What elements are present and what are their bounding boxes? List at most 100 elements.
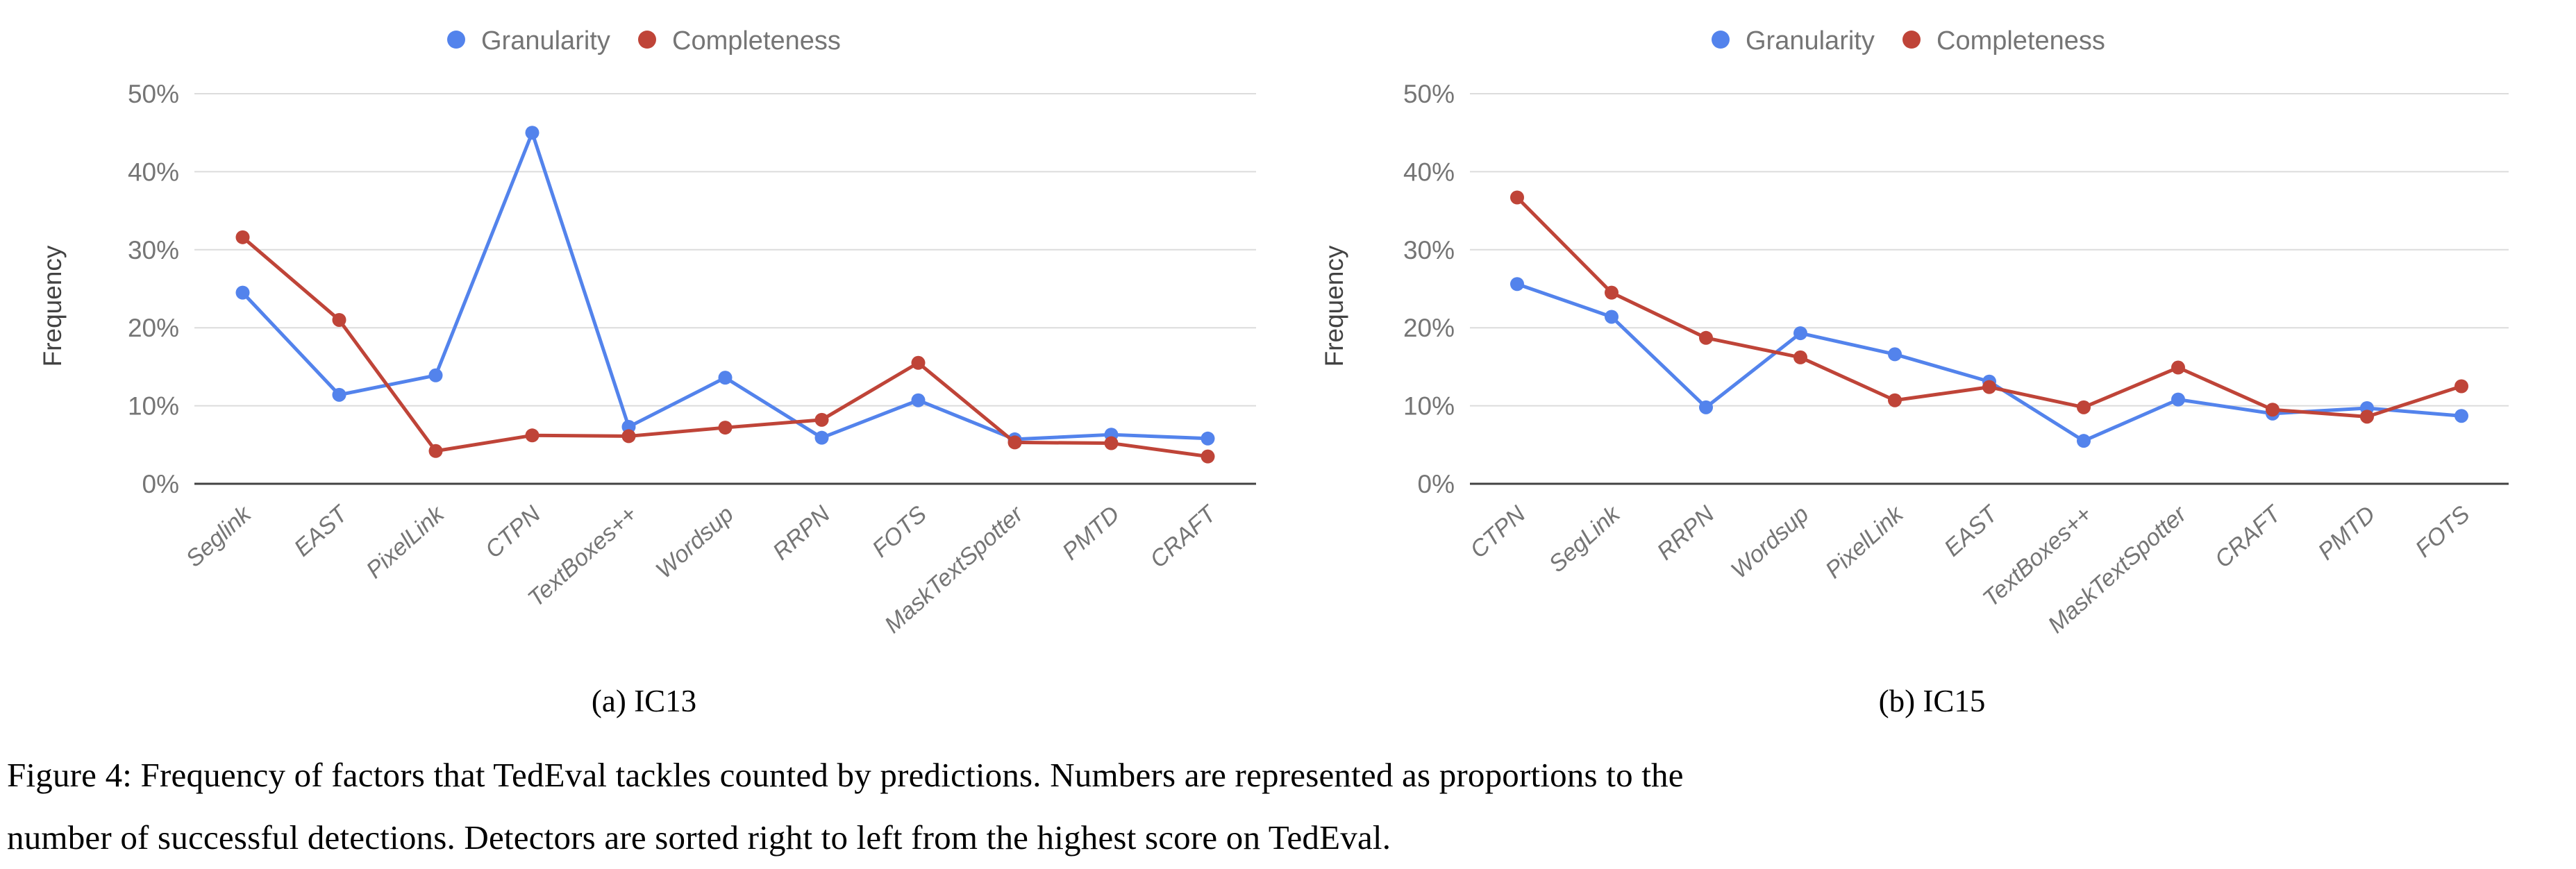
legend-granularity-dot-icon — [1712, 31, 1730, 49]
data-point — [2171, 360, 2185, 375]
x-tick-label: SegLink — [1544, 500, 1626, 577]
x-tick-label: RRPN — [1652, 500, 1719, 565]
y-tick-label: 40% — [1403, 158, 1455, 186]
chart-panel-ic13: 0% 10% 20% 30% 40% 50% Frequency Granularity Com… — [0, 0, 1288, 718]
legend: Granularity Completeness — [447, 26, 841, 56]
legend: Granularity Completeness — [1712, 26, 2105, 56]
figure-caption: Figure 4: Frequency of factors that TedE… — [7, 744, 2570, 869]
data-point — [911, 393, 926, 407]
data-point — [2454, 409, 2468, 423]
charts-row: 0% 10% 20% 30% 40% 50% Frequency Granularity Com… — [0, 0, 2509, 718]
x-tick-label: CTPN — [480, 500, 546, 563]
series-granularity — [1510, 277, 2468, 448]
y-tick-label: 50% — [1403, 80, 1455, 108]
x-tick-label: PixelLink — [1821, 500, 1909, 584]
x-tick-label: CRAFT — [1145, 500, 1222, 573]
x-tick-label: FOTS — [2411, 500, 2475, 562]
data-point — [1605, 285, 1619, 300]
y-tick-label: 10% — [1403, 392, 1455, 421]
x-tick-label: Wordsup — [1726, 501, 1814, 584]
data-point — [428, 444, 443, 458]
data-point — [332, 387, 346, 402]
data-point — [1699, 400, 1713, 414]
data-point — [1888, 393, 1902, 407]
x-tick-label: CTPN — [1465, 500, 1531, 563]
data-point — [2077, 400, 2091, 414]
y-tick-label: 0% — [1418, 470, 1455, 498]
data-point — [911, 355, 926, 370]
x-tick-label: Wordsup — [651, 501, 739, 584]
y-tick-label: 20% — [128, 314, 179, 342]
series-line — [241, 130, 1210, 441]
y-tick-label: 30% — [1403, 236, 1455, 264]
subcaption-b: (b) IC15 — [1878, 684, 1986, 718]
x-tick-label: Seglink — [181, 500, 258, 572]
data-point — [1104, 436, 1119, 450]
data-point — [332, 312, 346, 327]
x-tick-label: PMTD — [1057, 501, 1125, 566]
legend-completeness-label: Completeness — [672, 26, 841, 56]
x-axis-labels: CTPN SegLink RRPN Wordsup PixelLink EASTTextB… — [1465, 500, 2475, 639]
data-point — [235, 285, 250, 300]
data-point — [1510, 190, 1524, 205]
y-axis-title: Frequency — [38, 245, 67, 366]
data-point — [1793, 350, 1807, 364]
line-chart-ic13: 0% 10% 20% 30% 40% 50% Frequency Granularity Com… — [38, 26, 1256, 639]
data-point — [2454, 379, 2468, 394]
y-axis-tick-labels: 0% 10% 20% 30% 40% 50% — [128, 80, 179, 498]
x-tick-label: PixelLink — [361, 500, 450, 584]
data-point — [1201, 431, 1215, 446]
data-point — [525, 428, 540, 443]
data-point — [1007, 435, 1022, 450]
legend-granularity-label: Granularity — [481, 26, 610, 56]
y-tick-label: 50% — [128, 80, 179, 108]
legend-completeness-dot-icon — [638, 31, 656, 49]
figure-caption-line-2: number of successful detections. Detecto… — [7, 818, 1391, 857]
data-point — [814, 412, 829, 427]
data-point — [1605, 310, 1619, 324]
data-point — [2077, 434, 2091, 448]
x-tick-label: FOTS — [867, 500, 932, 562]
x-tick-label: CRAFT — [2210, 500, 2287, 573]
data-point — [718, 371, 733, 385]
data-point — [814, 430, 829, 445]
data-point — [1982, 380, 1996, 394]
series-granularity — [235, 126, 1215, 446]
data-point — [1510, 277, 1524, 292]
y-axis-title: Frequency — [1320, 245, 1348, 366]
data-point — [1201, 449, 1215, 464]
series-line — [1515, 282, 2464, 443]
series-completeness — [235, 230, 1215, 464]
y-tick-label: 40% — [128, 158, 179, 186]
data-point — [2360, 410, 2374, 424]
y-tick-label: 10% — [128, 392, 179, 421]
x-tick-label: RRPN — [768, 500, 835, 565]
legend-granularity-label: Granularity — [1746, 26, 1875, 56]
data-point — [621, 429, 636, 444]
data-point — [1888, 347, 1902, 362]
figure-caption-line-1: Figure 4: Frequency of factors that TedE… — [7, 756, 1684, 794]
gridlines — [1470, 93, 2509, 485]
data-point — [235, 230, 250, 244]
series-completeness — [1510, 190, 2468, 424]
line-chart-ic15: 0% 10% 20% 30% 40% 50% Frequency Granularity Com… — [1320, 26, 2509, 639]
legend-granularity-dot-icon — [447, 31, 465, 49]
legend-completeness-label: Completeness — [1937, 26, 2105, 56]
data-point — [2266, 403, 2280, 417]
legend-completeness-dot-icon — [1902, 31, 1921, 49]
data-point — [1699, 330, 1713, 345]
y-tick-label: 0% — [142, 470, 179, 498]
data-point — [428, 368, 443, 382]
subcaption-a: (a) IC13 — [591, 684, 697, 718]
data-point — [2171, 392, 2185, 407]
x-tick-label: EAST — [289, 500, 353, 562]
data-point — [525, 126, 540, 140]
x-tick-label: EAST — [1939, 500, 2004, 562]
y-axis-tick-labels: 0% 10% 20% 30% 40% 50% — [1403, 80, 1455, 498]
y-tick-label: 20% — [1403, 314, 1455, 342]
x-tick-label: PMTD — [2313, 501, 2380, 566]
gridlines — [194, 93, 1256, 485]
y-tick-label: 30% — [128, 236, 179, 264]
